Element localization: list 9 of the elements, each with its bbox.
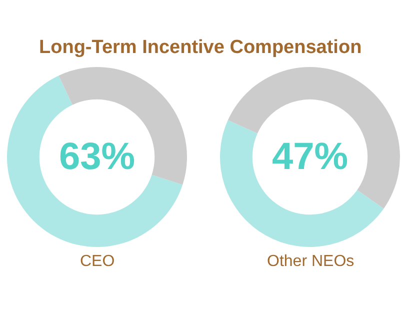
text: 47% [272, 136, 348, 178]
donut-slice [58, 67, 187, 185]
donut-slice [7, 76, 183, 247]
text: 63% [59, 136, 136, 178]
text: CEO [80, 253, 115, 270]
text: Other NEOs [267, 253, 354, 270]
donut-slice [220, 120, 384, 247]
chart-title: Long-Term Incentive Compensation [39, 37, 362, 58]
donut-slice [228, 67, 400, 209]
